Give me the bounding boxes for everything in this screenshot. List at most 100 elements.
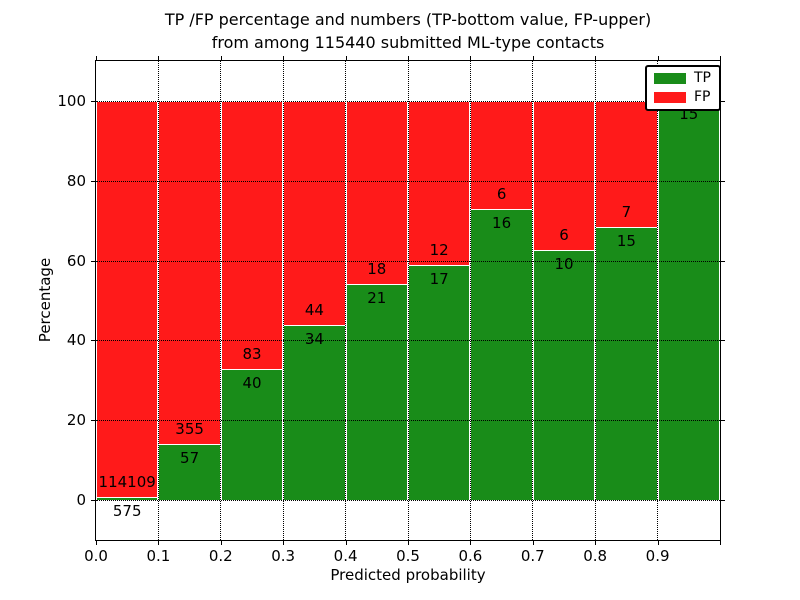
tp-count-annotation: 15: [616, 231, 636, 250]
legend-item-fp: FP: [654, 90, 711, 105]
x-tick-mark-top: [720, 56, 721, 61]
gridline-x: [220, 61, 222, 540]
fp-bar-segment: [345, 100, 408, 286]
fp-legend-label: FP: [694, 89, 711, 105]
y-tick-mark-right: [720, 180, 725, 182]
gridline-x: [532, 61, 534, 540]
fp-bar-segment: [408, 100, 471, 267]
x-tick-mark-bottom: [96, 540, 97, 545]
tp-legend-label: TP: [694, 70, 711, 86]
fp-count-annotation: 18: [367, 260, 387, 279]
y-tick-mark-left: [91, 180, 96, 182]
x-tick-label: 0.1: [146, 547, 171, 565]
y-tick-label: 60: [66, 251, 86, 270]
x-tick-label: 0.3: [271, 547, 296, 565]
y-tick-mark-left: [91, 500, 96, 502]
tp-bar-segment: [595, 227, 658, 501]
tp-bar-segment: [532, 250, 596, 501]
tp-bar-segment: [657, 100, 720, 501]
tp-bar-segment: [345, 285, 408, 501]
x-tick-mark-bottom: [720, 540, 721, 545]
fp-bar-segment: [470, 100, 533, 210]
fp-count-annotation: 83: [242, 345, 262, 364]
tp-bar-segment: [470, 209, 533, 501]
y-axis-label: Percentage: [36, 257, 54, 343]
x-tick-mark-top: [657, 56, 659, 61]
x-tick-mark-top: [470, 56, 472, 61]
x-tick-mark-bottom: [408, 540, 409, 545]
chart-title-line1: TP /FP percentage and numbers (TP-bottom…: [164, 10, 652, 29]
x-tick-mark-top: [532, 56, 534, 61]
tp-count-annotation: 21: [367, 289, 387, 308]
x-axis-label: Predicted probability: [330, 566, 486, 584]
tp-count-annotation: 575: [112, 502, 142, 521]
y-tick-label: 100: [57, 91, 86, 110]
fp-legend-swatch: [654, 92, 686, 103]
fp-bar-segment: [283, 100, 346, 327]
fp-bar-segment: [158, 100, 221, 445]
chart-title-line2: from among 115440 submitted ML-type cont…: [211, 33, 605, 52]
tp-bar-segment: [283, 326, 346, 501]
tp-legend-swatch: [654, 73, 686, 84]
fp-bar-segment: [96, 100, 159, 499]
y-tick-mark-left: [91, 420, 96, 422]
fp-count-annotation: 7: [621, 202, 632, 221]
y-tick-mark-right: [720, 420, 725, 422]
x-tick-mark-top: [158, 56, 160, 61]
x-tick-label: 0.8: [583, 547, 608, 565]
x-tick-mark-top: [345, 56, 347, 61]
tp-bar-segment: [408, 266, 471, 501]
fp-bar-segment: [220, 100, 284, 371]
fp-count-annotation: 355: [175, 419, 204, 438]
x-tick-mark-bottom: [532, 540, 534, 545]
y-tick-mark-left: [91, 340, 96, 342]
x-tick-label: 0.5: [396, 547, 420, 565]
x-tick-mark-top: [408, 56, 409, 61]
gridline-x: [282, 61, 284, 540]
x-tick-mark-top: [220, 56, 222, 61]
x-tick-mark-bottom: [283, 540, 285, 545]
gridline-x: [157, 61, 159, 540]
y-tick-mark-left: [91, 260, 96, 262]
x-tick-mark-bottom: [220, 540, 222, 545]
tp-count-annotation: 57: [180, 448, 200, 467]
y-tick-label: 20: [66, 411, 86, 430]
x-tick-mark-bottom: [345, 540, 347, 545]
tp-count-annotation: 16: [492, 213, 512, 232]
fp-count-annotation: 114109: [98, 473, 156, 492]
y-tick-mark-right: [720, 500, 725, 502]
x-tick-label: 0.7: [520, 547, 545, 565]
x-tick-mark-top: [96, 56, 97, 61]
gridline-x: [594, 61, 596, 540]
y-tick-mark-right: [720, 100, 725, 102]
legend-item-tp: TP: [654, 71, 711, 86]
tp-count-annotation: 17: [429, 270, 449, 289]
tp-count-annotation: 40: [242, 374, 262, 393]
y-tick-mark-left: [91, 100, 96, 102]
y-tick-label: 80: [66, 171, 86, 190]
plot-area: 1141095753555783404434182112176166107150…: [95, 60, 721, 541]
x-tick-mark-bottom: [158, 540, 160, 545]
x-tick-mark-top: [283, 56, 285, 61]
gridline-x: [407, 61, 409, 540]
y-tick-mark-right: [720, 340, 725, 342]
tp-bar-segment: [158, 444, 221, 501]
fp-count-annotation: 44: [304, 301, 324, 320]
fp-count-annotation: 6: [559, 225, 569, 244]
fp-count-annotation: 12: [429, 241, 449, 260]
x-tick-mark-bottom: [470, 540, 472, 545]
tp-count-annotation: 34: [304, 330, 324, 349]
gridline-x: [657, 61, 659, 540]
x-tick-label: 0.4: [333, 547, 358, 565]
x-tick-label: 0.6: [458, 547, 483, 565]
legend: TP FP: [645, 65, 721, 111]
x-tick-label: 0.9: [645, 547, 670, 565]
x-tick-mark-top: [595, 56, 597, 61]
x-tick-label: 0.2: [208, 547, 233, 565]
tp-bar-segment: [220, 370, 284, 501]
tp-bar-segment: [96, 498, 159, 501]
y-tick-mark-right: [720, 260, 725, 262]
y-tick-label: 40: [66, 331, 86, 350]
chart-title: TP /FP percentage and numbers (TP-bottom…: [96, 8, 720, 54]
